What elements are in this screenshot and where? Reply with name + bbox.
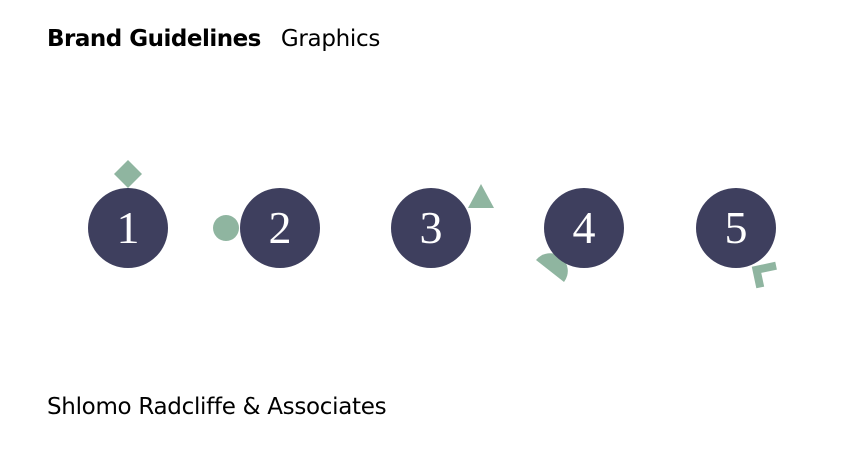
diamond-icon [114,160,142,188]
page-header: Brand Guidelines Graphics [47,26,380,52]
graphic-item-1: 1 [88,160,168,268]
number-circle-4: 4 [544,188,624,268]
graphic-item-4: 4 [536,188,624,282]
number-label: 3 [419,202,443,253]
number-label: 4 [572,202,596,253]
number-circle-1: 1 [88,188,168,268]
triangle-icon [468,184,494,208]
section-title: Graphics [280,26,381,52]
number-label: 2 [268,202,292,253]
number-label: 1 [116,202,140,253]
graphic-item-2: 2 [213,188,320,268]
dot-icon [213,215,239,241]
number-circle-5: 5 [696,188,776,268]
corner-bracket-icon [751,261,777,289]
number-circle-2: 2 [240,188,320,268]
graphic-item-5: 5 [696,188,777,289]
company-name: Shlomo Radcliffe & Associates [47,394,387,420]
number-label: 5 [724,202,748,253]
graphic-item-3: 3 [391,184,494,268]
brand-title: Brand Guidelines [47,26,261,52]
number-circle-3: 3 [391,188,471,268]
